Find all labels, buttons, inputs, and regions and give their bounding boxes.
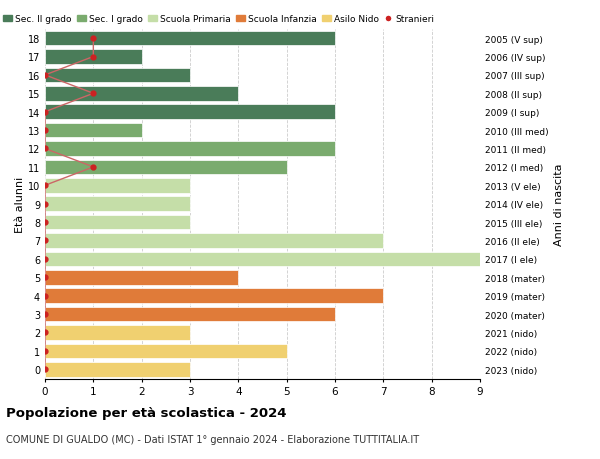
Bar <box>45 344 287 358</box>
Y-axis label: Età alunni: Età alunni <box>15 176 25 232</box>
Y-axis label: Anni di nascita: Anni di nascita <box>554 163 564 246</box>
Bar <box>45 142 335 157</box>
Bar <box>45 123 142 138</box>
Bar <box>45 87 238 101</box>
Bar <box>45 179 190 193</box>
Legend: Sec. II grado, Sec. I grado, Scuola Primaria, Scuola Infanzia, Asilo Nido, Stran: Sec. II grado, Sec. I grado, Scuola Prim… <box>0 11 438 28</box>
Bar <box>45 325 190 340</box>
Text: Popolazione per età scolastica - 2024: Popolazione per età scolastica - 2024 <box>6 406 287 419</box>
Bar <box>45 32 335 46</box>
Bar <box>45 160 287 175</box>
Bar <box>45 270 238 285</box>
Bar <box>45 68 190 83</box>
Bar <box>45 215 190 230</box>
Bar <box>45 307 335 322</box>
Bar <box>45 234 383 248</box>
Bar <box>45 105 335 120</box>
Bar <box>45 50 142 65</box>
Bar <box>45 362 190 377</box>
Text: COMUNE DI GUALDO (MC) - Dati ISTAT 1° gennaio 2024 - Elaborazione TUTTITALIA.IT: COMUNE DI GUALDO (MC) - Dati ISTAT 1° ge… <box>6 434 419 444</box>
Bar <box>45 197 190 212</box>
Bar <box>45 252 480 267</box>
Bar <box>45 289 383 303</box>
